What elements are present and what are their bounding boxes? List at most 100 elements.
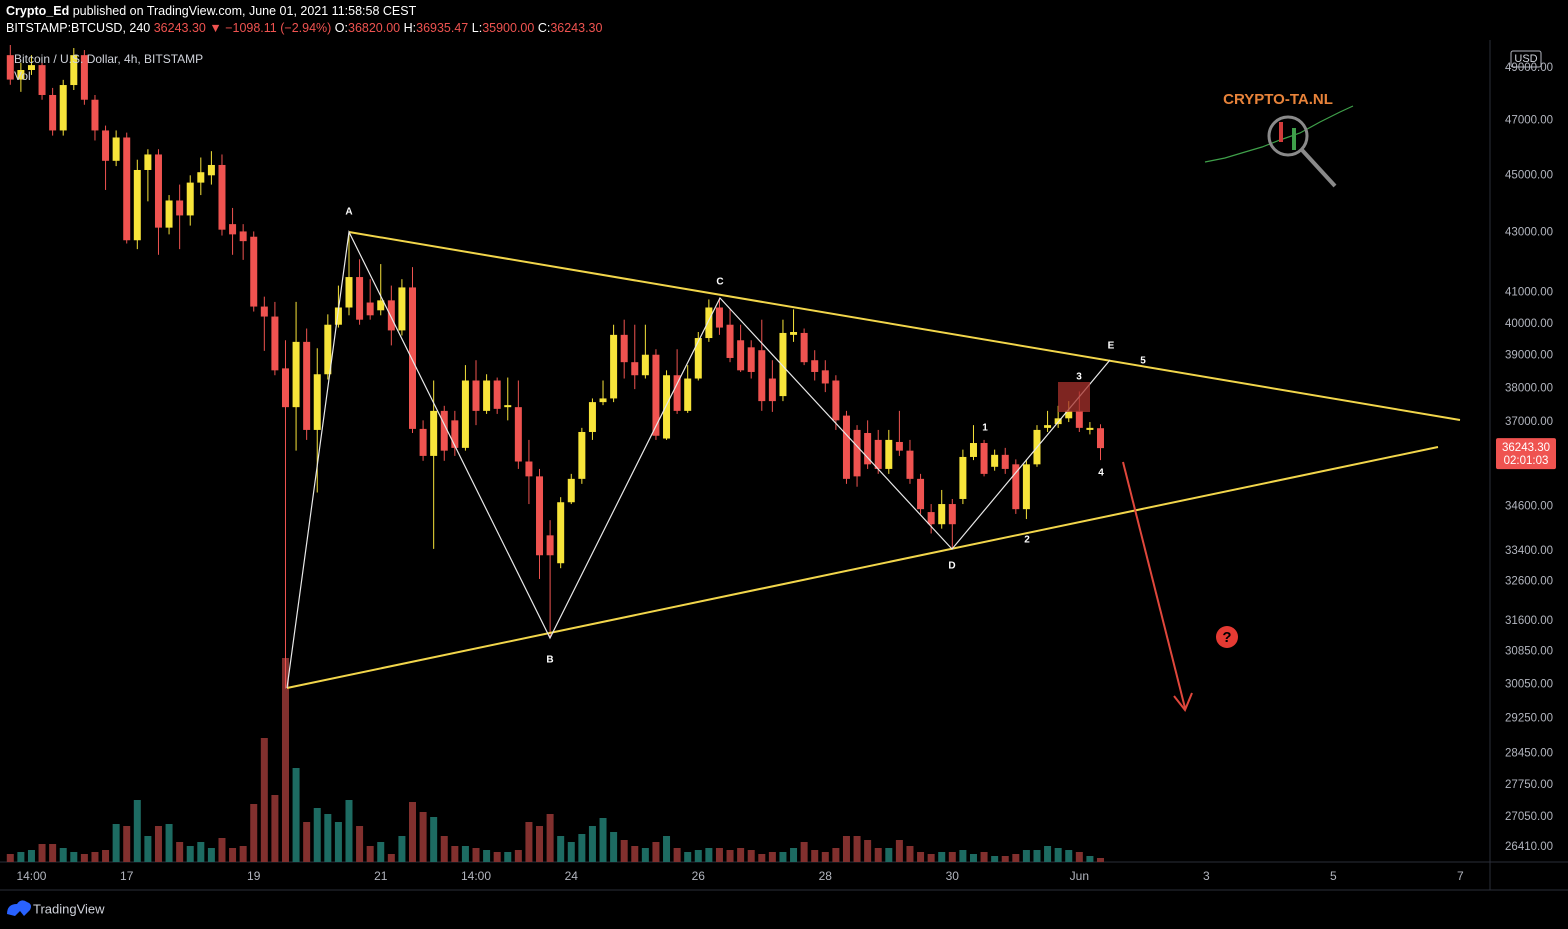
candle-body <box>387 300 395 331</box>
legend-volume: Vol <box>14 69 31 83</box>
candle-body <box>91 99 99 131</box>
ohlc-value: 35900.00 <box>482 21 534 35</box>
volume-bar <box>154 826 162 862</box>
volume-bar <box>864 840 872 862</box>
y-tick-label: 39000.00 <box>1505 350 1553 362</box>
volume-bar <box>842 836 850 862</box>
volume-bar <box>239 846 247 862</box>
volume-bar <box>874 848 882 862</box>
volume-bar <box>419 812 427 862</box>
watermark-logo: CRYPTO-TA.NL <box>1204 91 1354 188</box>
volume-bar <box>1012 854 1020 862</box>
y-tick-label: 27750.00 <box>1505 779 1553 791</box>
x-tick-label: 21 <box>374 869 388 883</box>
candle-body <box>525 461 533 477</box>
header-line2: BITSTAMP:BTCUSD, 240 36243.30 ▼ −1098.11… <box>6 21 602 35</box>
candle-body <box>281 368 289 408</box>
volume-bar <box>91 852 99 862</box>
wave-zigzag <box>286 229 1111 689</box>
volume-bar <box>292 768 300 862</box>
ohlc-value: 36820.00 <box>348 21 400 35</box>
candle-body <box>578 431 586 479</box>
volume-bar <box>715 848 723 862</box>
volume-bar <box>557 836 565 862</box>
candle-body <box>17 70 25 80</box>
volume-bar <box>917 852 925 862</box>
volume-bar <box>567 842 575 862</box>
y-tick-label: 29250.00 <box>1505 712 1553 724</box>
volume-bar <box>409 802 417 862</box>
y-tick-label: 26410.00 <box>1505 841 1553 853</box>
ohlc-value: 36243.30 <box>550 21 602 35</box>
candle-body <box>980 443 988 474</box>
x-tick-label: 30 <box>946 869 960 883</box>
volume-bar <box>17 852 25 862</box>
candle-body <box>1065 410 1073 419</box>
question-icon <box>1216 626 1238 648</box>
volume-bar <box>514 850 522 862</box>
candle-body <box>705 307 713 339</box>
candle-body <box>726 324 734 358</box>
candle-body <box>715 307 723 328</box>
candle-body <box>641 354 649 376</box>
candle-body <box>154 154 162 228</box>
logo-lens <box>1267 115 1309 157</box>
candle-body <box>620 334 628 363</box>
volume-bar <box>525 822 533 862</box>
y-tick-label: 38000.00 <box>1505 382 1553 394</box>
volume-bar <box>546 814 554 862</box>
candle-body <box>546 535 554 556</box>
y-tick-label: 41000.00 <box>1505 287 1553 299</box>
x-tick-label: 5 <box>1330 869 1337 883</box>
volume-bar <box>620 840 628 862</box>
legend-title: Bitcoin / U.S. Dollar, 4h, BITSTAMP <box>14 52 203 66</box>
x-tick-label: 3 <box>1203 869 1210 883</box>
watermark-text: CRYPTO-TA.NL <box>1223 91 1333 108</box>
candle-body <box>1012 464 1020 510</box>
volume-bar <box>366 846 374 862</box>
ohlc-key: C: <box>538 21 551 35</box>
wave-label: 3 <box>1076 372 1082 383</box>
symbol: BITSTAMP:BTCUSD, 240 <box>6 21 150 35</box>
ohlc-key: H: <box>404 21 417 35</box>
y-tick-label: 43000.00 <box>1505 227 1553 239</box>
y-tick-label: 33400.00 <box>1505 545 1553 557</box>
x-tick-label: 14:00 <box>16 869 46 883</box>
candle-body <box>239 231 247 242</box>
candle-body <box>747 347 755 372</box>
candle-body <box>38 65 46 95</box>
candle-body <box>779 332 787 397</box>
currency: USD <box>1514 53 1537 65</box>
candle-body <box>398 287 406 331</box>
candle-body <box>821 370 829 384</box>
candle-body <box>27 65 35 71</box>
volume-bar <box>1033 850 1041 862</box>
volume-bar <box>377 842 385 862</box>
candle-body <box>472 380 480 411</box>
change: ▼ −1098.11 (−2.94%) <box>209 21 331 35</box>
candle-body <box>1096 428 1104 449</box>
candle-body <box>567 478 575 503</box>
volume-bar <box>398 836 406 862</box>
candle-body <box>737 340 745 371</box>
volume-bar <box>832 848 840 862</box>
volume-bar <box>631 846 639 862</box>
wave-label: 5 <box>1140 356 1146 367</box>
volume-bar <box>758 854 766 862</box>
candle-body <box>927 512 935 525</box>
volume-bar <box>334 822 342 862</box>
publisher: Crypto_Ed <box>6 4 69 18</box>
volume-bar <box>663 836 671 862</box>
candle-body <box>324 324 332 375</box>
candle-body <box>758 350 766 402</box>
volume-bar <box>652 842 660 862</box>
arrow-shaft <box>1122 461 1186 709</box>
y-tick-label: 32600.00 <box>1505 576 1553 588</box>
volume-bar <box>27 850 35 862</box>
candle-body <box>588 402 596 432</box>
wave-label: A <box>345 207 352 218</box>
candle-body <box>853 429 861 477</box>
highlight-box <box>1058 382 1090 412</box>
volume-bar <box>461 846 469 862</box>
candle-body <box>112 137 120 161</box>
